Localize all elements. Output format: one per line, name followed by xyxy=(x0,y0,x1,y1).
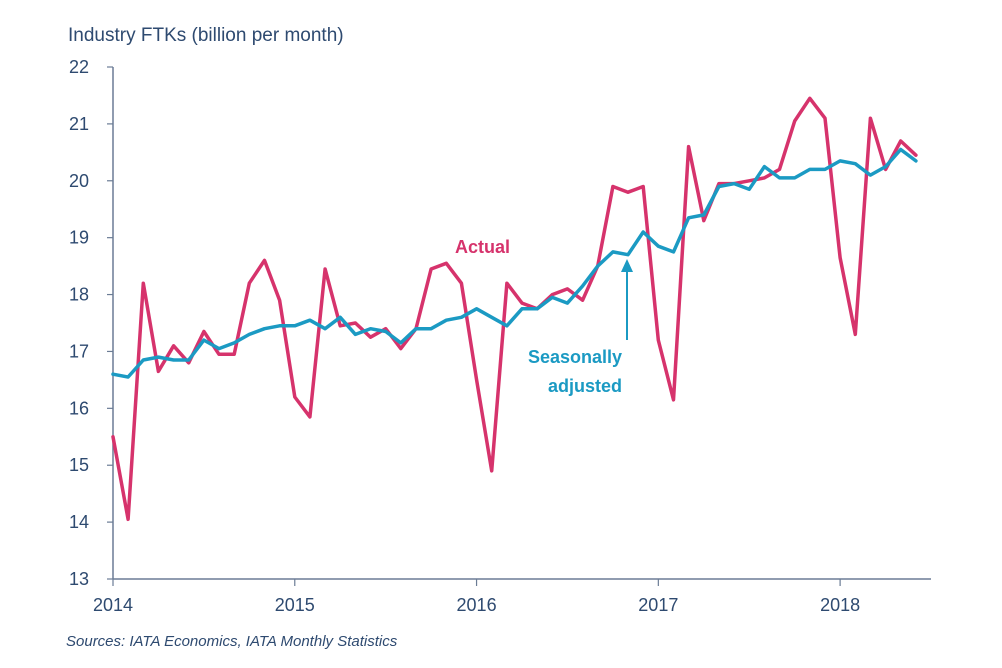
annotation-arrowhead xyxy=(621,259,633,272)
x-tick-label: 2014 xyxy=(93,595,133,615)
x-axis-ticks: 2014 2015 2016 2017 2018 xyxy=(93,579,860,615)
seasonally-adjusted-annotation-line2: adjusted xyxy=(548,376,622,396)
x-tick-label: 2017 xyxy=(638,595,678,615)
source-note: Sources: IATA Economics, IATA Monthly St… xyxy=(66,633,398,650)
actual-series-line xyxy=(111,96,918,522)
y-tick-label: 13 xyxy=(69,569,89,589)
y-axis-title: Industry FTKs (billion per month) xyxy=(68,25,344,46)
x-tick-label: 2016 xyxy=(457,595,497,615)
x-tick-label: 2018 xyxy=(820,595,860,615)
y-tick-label: 16 xyxy=(69,398,89,418)
y-tick-label: 15 xyxy=(69,455,89,475)
y-axis-ticks: 13 14 15 16 17 18 19 20 21 22 xyxy=(69,57,113,589)
x-tick-label: 2015 xyxy=(275,595,315,615)
y-tick-label: 14 xyxy=(69,512,89,532)
seasonally-adjusted-annotation-line1: Seasonally xyxy=(528,347,622,367)
y-tick-label: 19 xyxy=(69,228,89,248)
y-tick-label: 20 xyxy=(69,171,89,191)
seasonally-adjusted-series-line xyxy=(111,147,918,379)
y-tick-label: 21 xyxy=(69,114,89,134)
y-tick-label: 17 xyxy=(69,341,89,361)
actual-annotation: Actual xyxy=(455,237,510,257)
y-tick-label: 18 xyxy=(69,285,89,305)
y-tick-label: 22 xyxy=(69,57,89,77)
series-group xyxy=(111,96,918,522)
